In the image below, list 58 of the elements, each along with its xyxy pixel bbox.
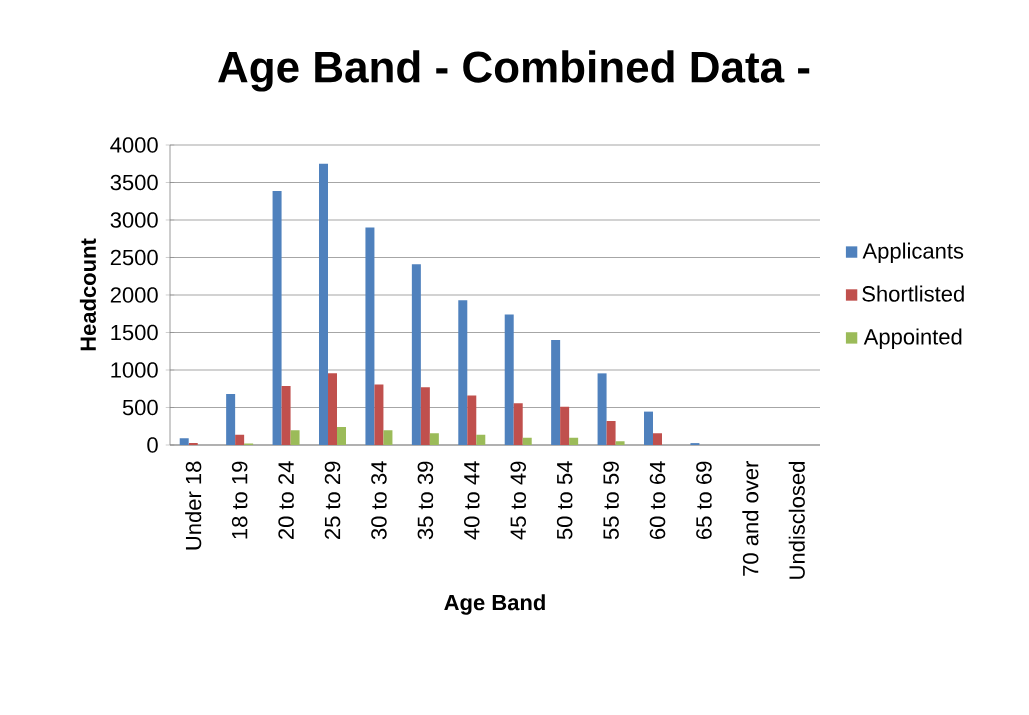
bar <box>411 264 421 445</box>
y-tick-label: 1500 <box>111 324 158 341</box>
y-tick-label: 2000 <box>110 287 158 303</box>
x-tick-label: 25 to 29 <box>324 461 341 539</box>
bar <box>551 339 561 445</box>
y-tick-label: 500 <box>122 399 158 416</box>
y-axis-title: Headcount <box>79 238 96 351</box>
bar <box>653 433 662 445</box>
bar <box>319 163 329 445</box>
x-tick-label: 18 to 19 <box>231 461 248 539</box>
bar <box>569 437 579 445</box>
bar <box>420 387 430 445</box>
bar <box>458 300 468 445</box>
x-tick-label: Under 18 <box>185 461 202 550</box>
x-tick-label: 50 to 54 <box>556 461 573 540</box>
x-tick-label: 40 to 44 <box>464 461 480 540</box>
bar <box>337 426 346 445</box>
bar <box>615 441 625 445</box>
bar <box>374 384 384 445</box>
x-tick-label: 35 to 39 <box>417 461 434 540</box>
x-tick-label: 30 to 34 <box>371 461 387 540</box>
y-tick-label: 3000 <box>110 212 158 228</box>
bar <box>290 430 300 445</box>
x-tick-label: Undisclosed <box>788 462 805 579</box>
x-tick-label: 60 to 64 <box>649 461 666 539</box>
bar <box>644 411 654 445</box>
bar <box>281 386 291 445</box>
bar <box>328 373 337 445</box>
x-tick-label: 65 to 69 <box>696 461 712 539</box>
legend-label: Shortlisted <box>862 285 964 302</box>
bar <box>272 191 282 445</box>
y-tick-label: 2500 <box>110 249 158 266</box>
x-tick-label: 70 and over <box>742 460 759 576</box>
y-tick-label: 1000 <box>111 362 158 378</box>
x-tick-label: 45 to 49 <box>510 461 527 540</box>
x-tick-label: 20 to 24 <box>278 461 294 539</box>
bar <box>226 393 236 445</box>
bar <box>504 314 514 445</box>
bar <box>429 433 439 445</box>
bar <box>560 406 570 445</box>
bar <box>235 434 245 445</box>
x-tick-label: 55 to 59 <box>603 461 619 540</box>
bar <box>597 373 607 445</box>
bar <box>179 438 189 445</box>
bar <box>522 437 532 445</box>
chart-title: Age Band - Combined Data - <box>218 50 810 92</box>
x-axis-title: Age Band <box>444 594 545 615</box>
legend-label: Applicants <box>862 242 964 264</box>
y-tick-label: 3500 <box>110 174 158 191</box>
bar <box>365 227 375 445</box>
y-tick-label: 0 <box>147 437 158 453</box>
bar <box>476 434 486 445</box>
bar <box>467 395 477 445</box>
y-tick-label: 4000 <box>110 137 158 153</box>
bar <box>606 420 616 445</box>
bar <box>513 403 523 445</box>
bar <box>383 430 393 445</box>
legend-label: Appointed <box>863 328 962 349</box>
